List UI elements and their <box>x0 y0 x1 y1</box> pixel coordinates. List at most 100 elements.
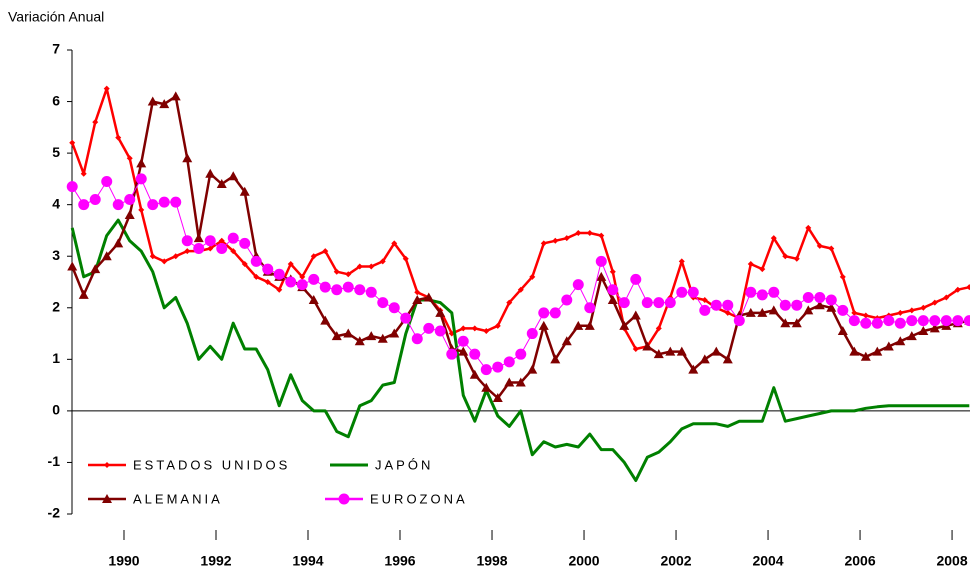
point <box>641 297 653 309</box>
point <box>828 245 835 252</box>
point <box>112 199 124 211</box>
point <box>170 196 182 208</box>
point <box>678 258 685 265</box>
point <box>839 273 846 280</box>
point <box>791 299 803 311</box>
x-tick-label: 2002 <box>660 553 691 569</box>
point <box>331 284 343 296</box>
point <box>241 260 248 267</box>
point <box>204 235 216 247</box>
x-tick-label: 1998 <box>476 553 507 569</box>
point <box>170 91 181 101</box>
point <box>618 297 630 309</box>
point <box>262 263 274 275</box>
point <box>676 286 688 298</box>
point <box>642 341 653 351</box>
point <box>665 346 676 356</box>
point <box>871 317 883 329</box>
series <box>66 173 970 376</box>
point <box>918 325 929 335</box>
point <box>701 297 708 304</box>
point <box>837 304 849 316</box>
point <box>458 346 469 356</box>
point <box>655 325 662 332</box>
point <box>506 299 513 306</box>
y-tick-label: 5 <box>52 144 60 160</box>
point <box>515 348 527 360</box>
point <box>653 349 664 359</box>
point <box>322 248 329 255</box>
point <box>929 315 941 327</box>
point <box>780 318 791 328</box>
point <box>331 331 342 341</box>
point <box>908 307 915 314</box>
point <box>584 320 595 330</box>
series <box>69 85 970 353</box>
point <box>412 295 423 305</box>
point <box>814 300 825 310</box>
point <box>389 328 400 338</box>
point <box>67 261 78 271</box>
point <box>929 323 940 333</box>
point <box>630 310 641 320</box>
point <box>849 346 860 356</box>
point <box>435 307 446 317</box>
point <box>803 305 814 315</box>
point <box>883 341 894 351</box>
legend-label: EUROZONA <box>370 491 468 506</box>
point <box>607 284 619 296</box>
y-tick-label: 4 <box>52 195 60 211</box>
point <box>377 297 389 309</box>
point <box>561 294 573 306</box>
point <box>184 248 191 255</box>
point <box>782 253 789 260</box>
point <box>402 255 409 262</box>
point <box>253 273 260 280</box>
point <box>343 328 354 338</box>
point <box>345 271 352 278</box>
point <box>161 258 168 265</box>
point <box>138 206 145 213</box>
point <box>172 253 179 260</box>
point <box>538 307 550 319</box>
point <box>276 286 283 293</box>
point <box>931 299 938 306</box>
point <box>825 294 837 306</box>
point <box>460 325 467 332</box>
point <box>711 346 722 356</box>
point <box>573 320 584 330</box>
point <box>632 346 639 353</box>
y-tick-label: -2 <box>48 505 61 521</box>
point <box>103 85 110 92</box>
point <box>69 139 76 146</box>
point <box>837 325 848 335</box>
point <box>517 286 524 293</box>
point <box>296 279 308 291</box>
point <box>377 333 388 343</box>
point <box>366 331 377 341</box>
x-tick-label: 2008 <box>936 553 967 569</box>
point <box>966 284 970 291</box>
point <box>768 286 780 298</box>
point <box>894 317 906 329</box>
point <box>158 196 170 208</box>
point <box>768 305 779 315</box>
point <box>115 134 122 141</box>
point <box>607 295 618 305</box>
point <box>851 309 858 316</box>
point <box>619 320 630 330</box>
point <box>149 253 156 260</box>
legend-marker <box>104 462 110 468</box>
point <box>699 354 710 364</box>
point <box>584 302 596 314</box>
point <box>457 335 469 347</box>
point <box>78 199 90 211</box>
point <box>319 281 331 293</box>
point <box>480 364 492 376</box>
series <box>67 91 970 402</box>
x-tick-label: 2006 <box>844 553 875 569</box>
x-tick-label: 2004 <box>752 553 783 569</box>
point <box>848 315 860 327</box>
point <box>147 199 159 211</box>
